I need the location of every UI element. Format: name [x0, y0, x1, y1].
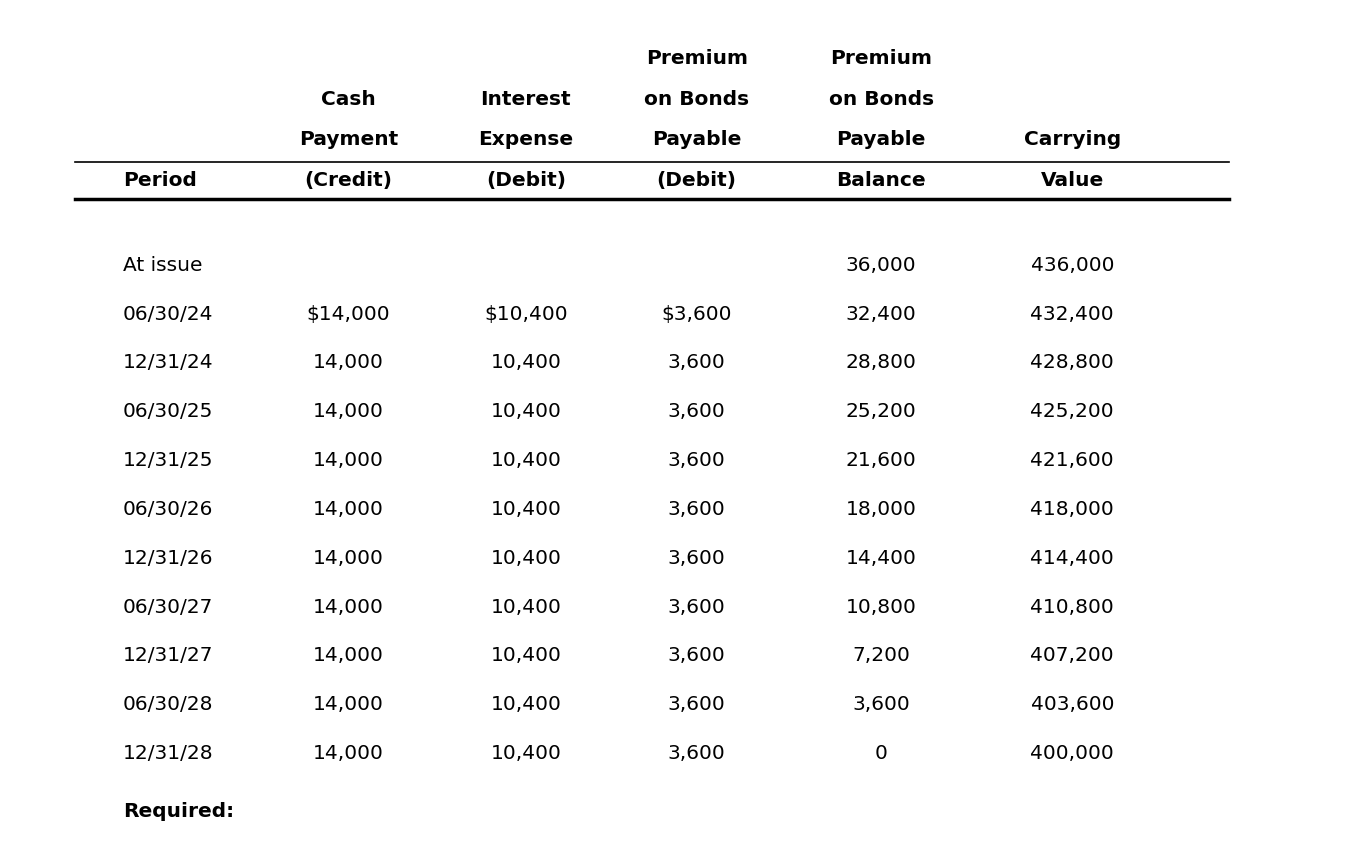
Text: 21,600: 21,600	[846, 451, 917, 470]
Text: 3,600: 3,600	[668, 744, 725, 763]
Text: 10,400: 10,400	[490, 647, 561, 665]
Text: 14,400: 14,400	[846, 549, 917, 568]
Text: 10,400: 10,400	[490, 695, 561, 714]
Text: 436,000: 436,000	[1030, 256, 1115, 274]
Text: 10,400: 10,400	[490, 744, 561, 763]
Text: 06/30/27: 06/30/27	[123, 598, 213, 616]
Text: 10,800: 10,800	[846, 598, 917, 616]
Text: 12/31/25: 12/31/25	[123, 451, 213, 470]
Text: 410,800: 410,800	[1030, 598, 1115, 616]
Text: 3,600: 3,600	[852, 695, 910, 714]
Text: 06/30/28: 06/30/28	[123, 695, 213, 714]
Text: 3,600: 3,600	[668, 354, 725, 372]
Text: Value: Value	[1041, 171, 1104, 189]
Text: 3,600: 3,600	[668, 598, 725, 616]
Text: Payment: Payment	[299, 131, 398, 149]
Text: 3,600: 3,600	[668, 695, 725, 714]
Text: 14,000: 14,000	[313, 598, 384, 616]
Text: on Bonds: on Bonds	[645, 90, 749, 109]
Text: Payable: Payable	[652, 131, 742, 149]
Text: 14,000: 14,000	[313, 451, 384, 470]
Text: 3,600: 3,600	[668, 451, 725, 470]
Text: 3,600: 3,600	[668, 402, 725, 421]
Text: Expense: Expense	[478, 131, 574, 149]
Text: Premium: Premium	[831, 50, 932, 68]
Text: (Credit): (Credit)	[305, 171, 392, 189]
Text: 12/31/24: 12/31/24	[123, 354, 213, 372]
Text: Carrying: Carrying	[1023, 131, 1121, 149]
Text: 403,600: 403,600	[1030, 695, 1115, 714]
Text: 14,000: 14,000	[313, 354, 384, 372]
Text: 06/30/24: 06/30/24	[123, 305, 213, 323]
Text: Required:: Required:	[123, 802, 234, 821]
Text: 36,000: 36,000	[846, 256, 917, 274]
Text: 14,000: 14,000	[313, 744, 384, 763]
Text: on Bonds: on Bonds	[829, 90, 933, 109]
Text: 18,000: 18,000	[846, 500, 917, 519]
Text: 418,000: 418,000	[1030, 500, 1115, 519]
Text: 425,200: 425,200	[1030, 402, 1115, 421]
Text: Balance: Balance	[836, 171, 926, 189]
Text: 10,400: 10,400	[490, 354, 561, 372]
Text: 400,000: 400,000	[1030, 744, 1115, 763]
Text: Premium: Premium	[646, 50, 747, 68]
Text: 421,600: 421,600	[1030, 451, 1115, 470]
Text: 414,400: 414,400	[1030, 549, 1115, 568]
Text: 12/31/28: 12/31/28	[123, 744, 213, 763]
Text: 428,800: 428,800	[1030, 354, 1115, 372]
Text: (Debit): (Debit)	[657, 171, 736, 189]
Text: Interest: Interest	[481, 90, 571, 109]
Text: Period: Period	[123, 171, 197, 189]
Text: 432,400: 432,400	[1030, 305, 1115, 323]
Text: 14,000: 14,000	[313, 695, 384, 714]
Text: 25,200: 25,200	[846, 402, 917, 421]
Text: Cash: Cash	[321, 90, 376, 109]
Text: 3,600: 3,600	[668, 500, 725, 519]
Text: 10,400: 10,400	[490, 598, 561, 616]
Text: 14,000: 14,000	[313, 402, 384, 421]
Text: $10,400: $10,400	[484, 305, 568, 323]
Text: 3,600: 3,600	[668, 549, 725, 568]
Text: 14,000: 14,000	[313, 647, 384, 665]
Text: 06/30/25: 06/30/25	[123, 402, 213, 421]
Text: Payable: Payable	[836, 131, 926, 149]
Text: 14,000: 14,000	[313, 549, 384, 568]
Text: 407,200: 407,200	[1030, 647, 1115, 665]
Text: 10,400: 10,400	[490, 549, 561, 568]
Text: 32,400: 32,400	[846, 305, 917, 323]
Text: 10,400: 10,400	[490, 451, 561, 470]
Text: (Debit): (Debit)	[486, 171, 566, 189]
Text: 10,400: 10,400	[490, 500, 561, 519]
Text: 10,400: 10,400	[490, 402, 561, 421]
Text: $3,600: $3,600	[661, 305, 732, 323]
Text: 7,200: 7,200	[852, 647, 910, 665]
Text: 14,000: 14,000	[313, 500, 384, 519]
Text: 0: 0	[874, 744, 888, 763]
Text: $14,000: $14,000	[306, 305, 391, 323]
Text: 3,600: 3,600	[668, 647, 725, 665]
Text: At issue: At issue	[123, 256, 202, 274]
Text: 12/31/27: 12/31/27	[123, 647, 213, 665]
Text: 06/30/26: 06/30/26	[123, 500, 213, 519]
Text: 28,800: 28,800	[846, 354, 917, 372]
Text: 12/31/26: 12/31/26	[123, 549, 213, 568]
